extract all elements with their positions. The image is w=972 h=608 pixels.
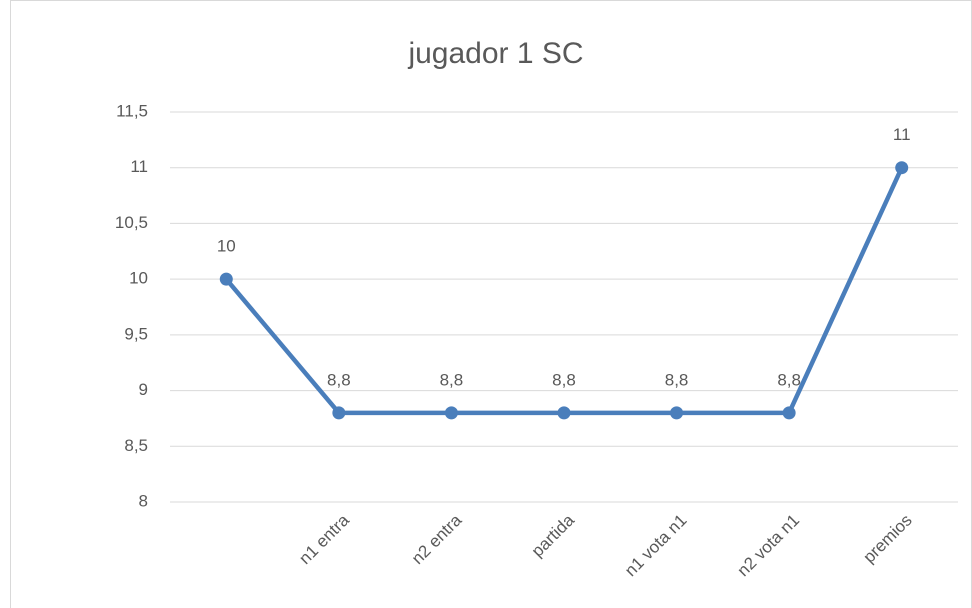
y-tick-label: 9,5 — [124, 324, 148, 343]
y-tick-label: 11,5 — [116, 101, 148, 120]
marker — [219, 272, 233, 286]
marker — [332, 406, 346, 420]
data-label: 8,8 — [552, 370, 576, 389]
chart-frame — [10, 0, 972, 608]
marker — [782, 406, 796, 420]
data-label: 8,8 — [665, 370, 689, 389]
data-label: 10 — [217, 237, 236, 256]
y-tick-label: 11 — [130, 157, 148, 176]
data-label: 8,8 — [440, 370, 464, 389]
data-label: 8,8 — [777, 370, 801, 389]
y-tick-label: 9 — [139, 380, 148, 399]
data-label: 11 — [893, 125, 911, 144]
y-tick-label: 8 — [139, 491, 148, 510]
data-label: 8,8 — [327, 370, 351, 389]
y-tick-label: 10 — [129, 269, 148, 288]
marker — [670, 406, 684, 420]
marker — [557, 406, 571, 420]
chart-title: jugador 1 SC — [407, 37, 583, 70]
marker — [444, 406, 458, 420]
y-tick-label: 10,5 — [115, 213, 148, 232]
marker — [895, 161, 909, 175]
y-tick-label: 8,5 — [124, 436, 148, 455]
